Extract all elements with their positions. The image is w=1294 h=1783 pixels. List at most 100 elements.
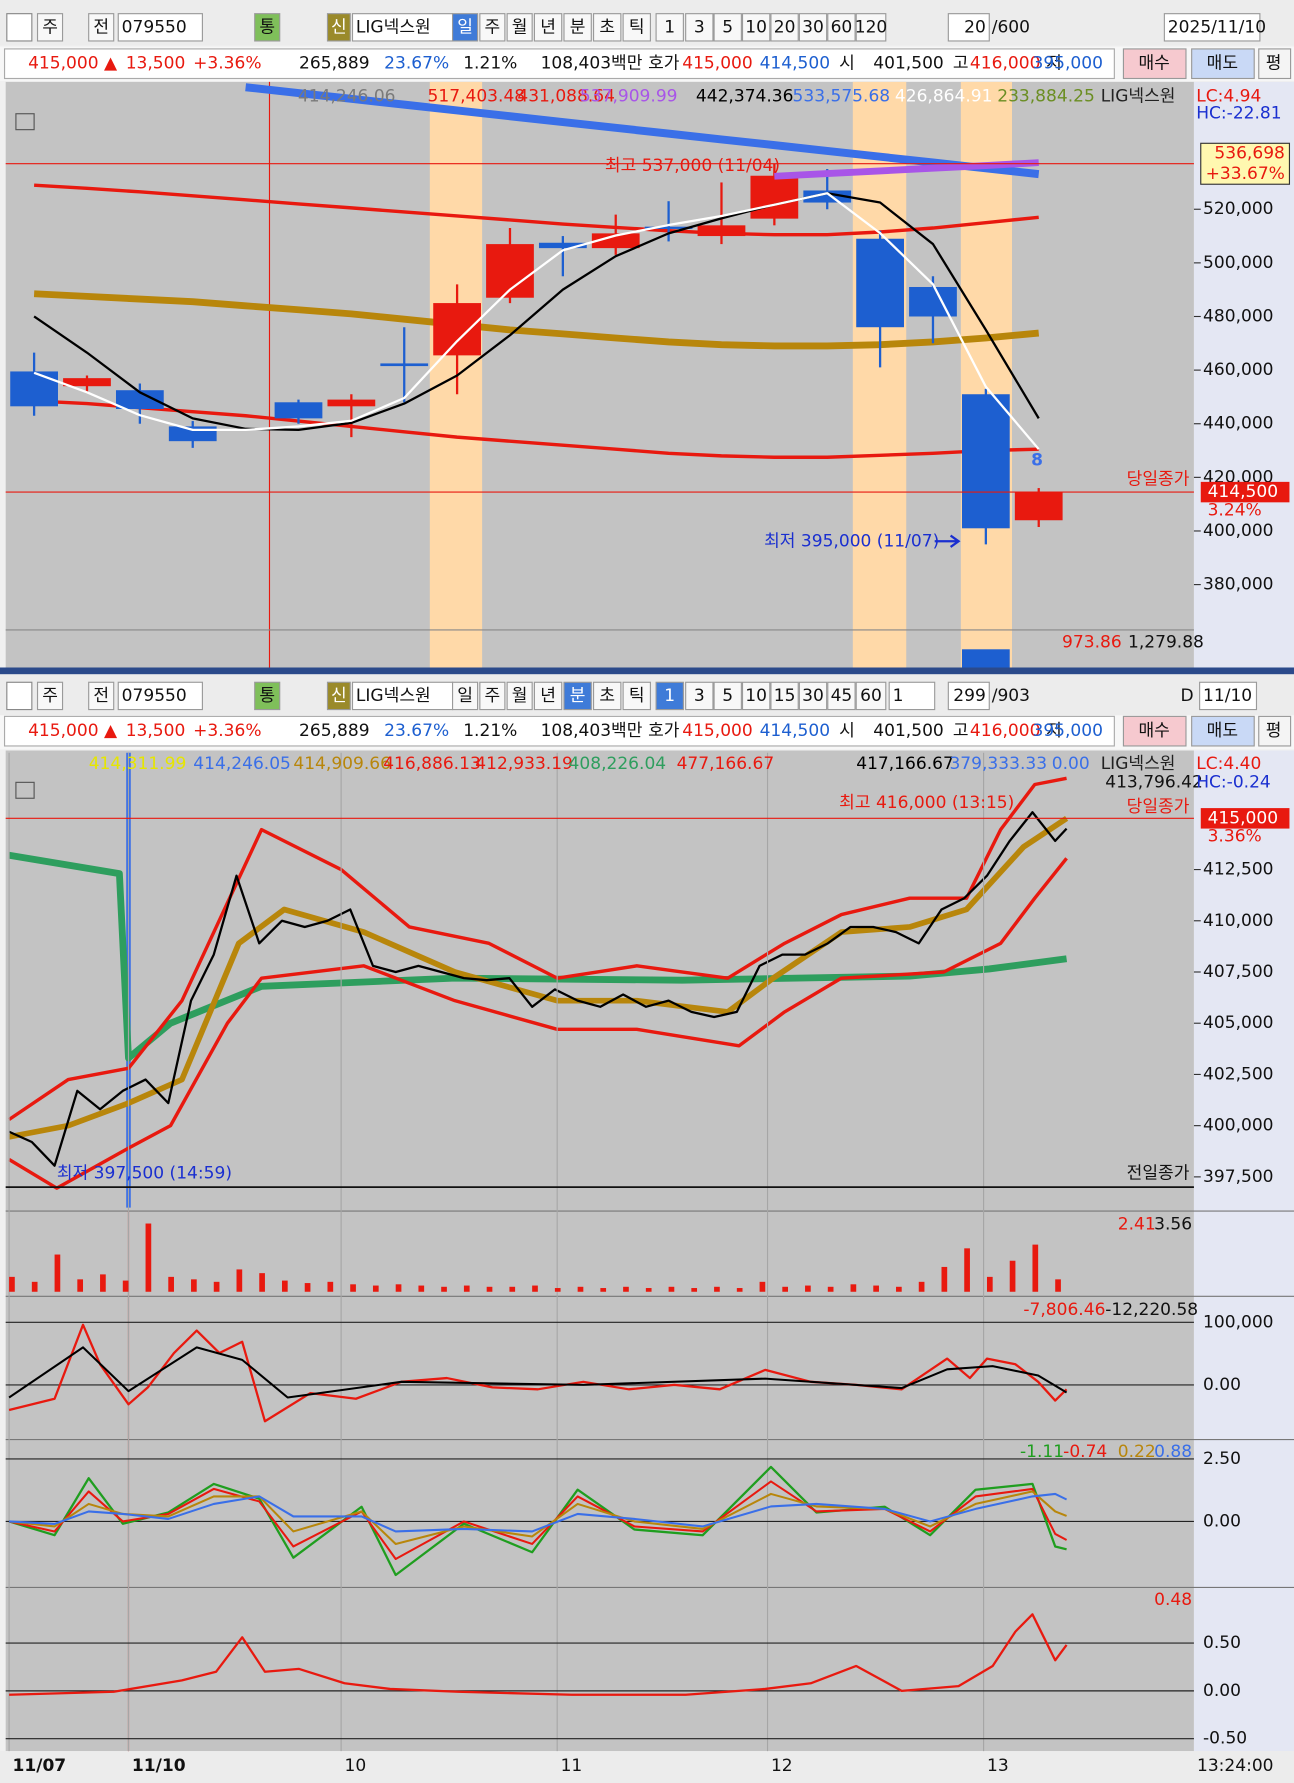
toolbar-button[interactable]: [741, 13, 771, 42]
toolbar-label[interactable]: 45: [831, 686, 853, 706]
toolbar-button[interactable]: [655, 681, 684, 711]
toolbar-label[interactable]: 틱: [629, 686, 645, 706]
toolbar-label[interactable]: 년: [540, 17, 556, 37]
toolbar-label[interactable]: 신: [331, 17, 347, 37]
toolbar-label[interactable]: 초: [599, 17, 615, 37]
toolbar-button[interactable]: [622, 13, 651, 42]
toolbar-label[interactable]: 년: [540, 686, 556, 706]
toolbar-button[interactable]: [479, 13, 506, 42]
toolbar-button[interactable]: [713, 681, 742, 711]
toolbar-button[interactable]: [451, 681, 479, 711]
toolbar-label[interactable]: 1: [893, 686, 904, 706]
toolbar-label[interactable]: 30: [802, 17, 824, 37]
info-value[interactable]: 평: [1266, 54, 1282, 74]
toolbar-label[interactable]: 299: [953, 686, 986, 706]
toolbar-label[interactable]: 주: [42, 686, 58, 706]
toolbar-button[interactable]: [798, 13, 828, 42]
panel-icon[interactable]: [15, 781, 35, 799]
toolbar-button[interactable]: [827, 681, 856, 711]
toolbar-label[interactable]: 주: [485, 17, 501, 37]
toolbar-button[interactable]: [254, 13, 281, 42]
toolbar-label[interactable]: 전: [93, 17, 109, 37]
toolbar-button[interactable]: [888, 681, 936, 711]
toolbar-button[interactable]: [88, 13, 115, 42]
toolbar-label[interactable]: 11/10: [1203, 686, 1252, 706]
toolbar-label[interactable]: 통: [259, 17, 275, 37]
order-button[interactable]: [1258, 48, 1292, 80]
toolbar-button[interactable]: [533, 681, 563, 711]
toolbar-button[interactable]: [563, 13, 592, 42]
toolbar-button[interactable]: [563, 681, 592, 711]
toolbar-label[interactable]: 분: [570, 686, 586, 706]
toolbar-button[interactable]: [592, 681, 622, 711]
toolbar-label[interactable]: 079550: [122, 17, 187, 37]
toolbar-label[interactable]: 10: [745, 686, 767, 706]
toolbar-button[interactable]: [685, 13, 714, 42]
toolbar-button[interactable]: [592, 13, 622, 42]
toolbar-label[interactable]: 3: [694, 17, 705, 37]
toolbar-label[interactable]: 60: [860, 686, 882, 706]
toolbar-label[interactable]: 주: [485, 686, 501, 706]
toolbar-button[interactable]: [351, 681, 454, 711]
toolbar-button[interactable]: [36, 681, 64, 711]
info-value[interactable]: 매수: [1138, 54, 1169, 74]
order-button[interactable]: [1122, 715, 1187, 747]
toolbar-button[interactable]: [351, 13, 454, 42]
toolbar-label[interactable]: 주: [42, 17, 58, 37]
panel-icon[interactable]: [15, 113, 35, 131]
toolbar-button[interactable]: [254, 681, 281, 711]
toolbar-label[interactable]: LIG넥스원: [356, 686, 431, 706]
menu-icon[interactable]: [6, 681, 33, 711]
toolbar-label[interactable]: 1: [664, 17, 675, 37]
toolbar-button[interactable]: [655, 13, 684, 42]
toolbar-button[interactable]: [798, 681, 828, 711]
toolbar-button[interactable]: [713, 13, 742, 42]
toolbar-label[interactable]: 통: [259, 686, 275, 706]
toolbar-label[interactable]: 신: [331, 686, 347, 706]
toolbar-button[interactable]: [855, 681, 887, 711]
toolbar-button[interactable]: [1199, 681, 1258, 711]
order-button[interactable]: [1191, 48, 1255, 80]
toolbar-button[interactable]: [88, 681, 115, 711]
toolbar-button[interactable]: [741, 681, 771, 711]
toolbar-label[interactable]: 20: [964, 17, 986, 37]
toolbar-label[interactable]: 1: [664, 686, 675, 706]
toolbar-button[interactable]: [533, 13, 563, 42]
toolbar-button[interactable]: [770, 681, 799, 711]
toolbar-button[interactable]: [506, 681, 533, 711]
toolbar-label[interactable]: 월: [512, 686, 528, 706]
toolbar-button[interactable]: [827, 13, 856, 42]
menu-icon[interactable]: [6, 13, 33, 42]
info-value[interactable]: 매도: [1207, 54, 1238, 74]
toolbar-button[interactable]: [506, 13, 533, 42]
toolbar-label[interactable]: 5: [722, 17, 733, 37]
toolbar-label[interactable]: 120: [855, 17, 888, 37]
toolbar-button[interactable]: [451, 13, 479, 42]
toolbar-button[interactable]: [855, 13, 887, 42]
info-value[interactable]: 매수: [1138, 721, 1169, 741]
toolbar-label[interactable]: 5: [722, 686, 733, 706]
toolbar-button[interactable]: [117, 13, 203, 42]
order-button[interactable]: [1191, 715, 1255, 747]
toolbar-button[interactable]: [326, 681, 351, 711]
toolbar-label[interactable]: 20: [774, 17, 796, 37]
toolbar-label[interactable]: LIG넥스원: [356, 17, 431, 37]
toolbar-button[interactable]: [947, 681, 990, 711]
toolbar-label[interactable]: 30: [802, 686, 824, 706]
toolbar-button[interactable]: [685, 681, 714, 711]
toolbar-label[interactable]: 틱: [629, 17, 645, 37]
toolbar-button[interactable]: [326, 13, 351, 42]
toolbar-label[interactable]: 3: [694, 686, 705, 706]
toolbar-label[interactable]: 초: [599, 686, 615, 706]
toolbar-label[interactable]: 월: [512, 17, 528, 37]
info-value[interactable]: 평: [1266, 721, 1282, 741]
toolbar-label[interactable]: 일: [457, 686, 473, 706]
toolbar-button[interactable]: [36, 13, 64, 42]
order-button[interactable]: [1122, 48, 1187, 80]
toolbar-label[interactable]: 10: [745, 17, 767, 37]
toolbar-button[interactable]: [622, 681, 651, 711]
toolbar-label[interactable]: 079550: [122, 686, 187, 706]
toolbar-button[interactable]: [1163, 13, 1261, 42]
toolbar-button[interactable]: [479, 681, 506, 711]
toolbar-label[interactable]: 전: [93, 686, 109, 706]
